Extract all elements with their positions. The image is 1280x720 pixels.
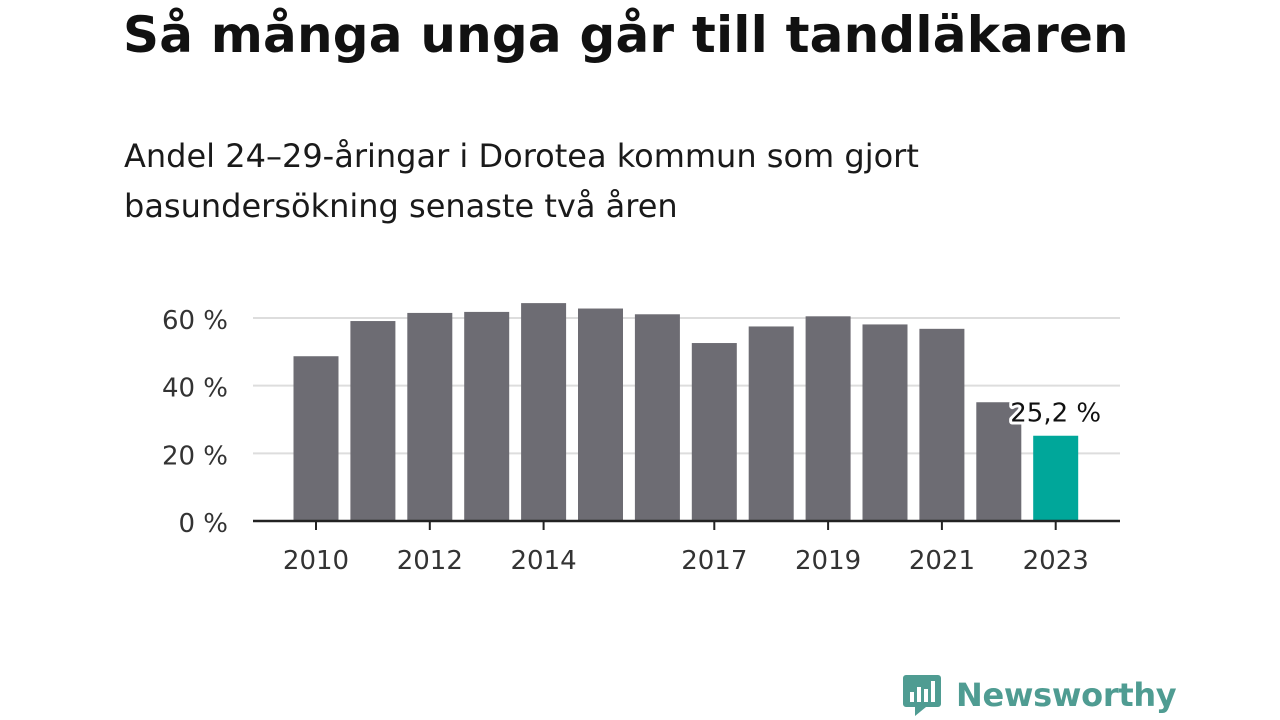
bar — [350, 321, 396, 521]
x-tick-label: 2019 — [795, 546, 861, 576]
bar — [919, 328, 965, 521]
bar — [464, 311, 510, 521]
bar — [976, 402, 1022, 521]
bar — [521, 303, 567, 521]
x-tick-label: 2010 — [283, 546, 349, 576]
bar — [293, 356, 339, 521]
x-tick-label: 2014 — [511, 546, 577, 576]
brand-name: Newsworthy — [956, 676, 1177, 714]
newsworthy-logo-icon — [903, 675, 941, 716]
bar — [407, 312, 453, 521]
x-tick-label: 2023 — [1023, 546, 1089, 576]
y-tick-label: 60 % — [162, 306, 228, 336]
bar — [748, 326, 794, 521]
bar — [691, 343, 737, 521]
highlight-bar — [1033, 435, 1079, 521]
x-tick-label: 2017 — [681, 546, 747, 576]
chart-subtitle: Andel 24–29-åringar i Dorotea kommun som… — [124, 137, 919, 225]
bar — [805, 316, 851, 521]
highlight-data-label: 25,2 % — [1010, 399, 1101, 429]
bar — [578, 308, 623, 521]
chart-title: Så många unga går till tandläkaren — [123, 6, 1129, 64]
y-tick-label: 40 % — [162, 374, 228, 404]
y-tick-label: 20 % — [162, 441, 228, 471]
bar — [634, 314, 680, 521]
x-tick-label: 2012 — [397, 546, 463, 576]
bar — [862, 324, 908, 521]
y-tick-label: 0 % — [178, 509, 228, 539]
brand-logo: Newsworthy — [902, 670, 1177, 720]
x-tick-label: 2021 — [909, 546, 975, 576]
